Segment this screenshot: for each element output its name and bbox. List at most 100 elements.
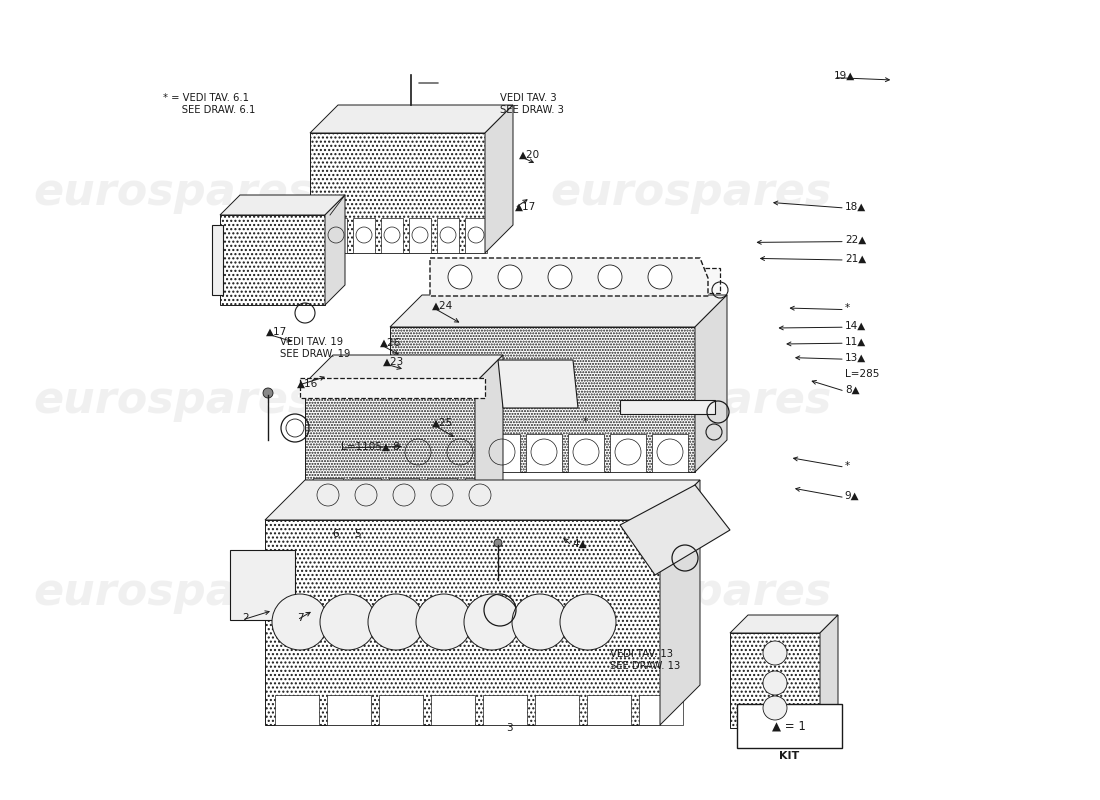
Polygon shape <box>230 550 295 620</box>
Text: 3: 3 <box>506 723 513 733</box>
Text: ▲20: ▲20 <box>519 150 540 159</box>
Polygon shape <box>310 133 485 253</box>
Polygon shape <box>409 218 431 253</box>
Polygon shape <box>660 480 700 725</box>
Circle shape <box>512 594 568 650</box>
Text: 4▲: 4▲ <box>572 539 586 549</box>
Text: eurospares: eurospares <box>33 170 315 214</box>
Text: eurospares: eurospares <box>550 570 832 614</box>
Text: 9▲: 9▲ <box>845 491 859 501</box>
Polygon shape <box>389 478 419 513</box>
Text: L=285: L=285 <box>845 370 879 379</box>
Polygon shape <box>620 485 730 575</box>
Polygon shape <box>324 195 345 305</box>
Polygon shape <box>381 218 403 253</box>
Polygon shape <box>265 520 660 725</box>
Polygon shape <box>465 478 495 513</box>
Polygon shape <box>484 434 520 472</box>
Text: ▲23: ▲23 <box>383 357 404 366</box>
Polygon shape <box>437 218 459 253</box>
Bar <box>737 704 842 748</box>
Polygon shape <box>730 633 820 728</box>
Text: 2: 2 <box>242 614 249 623</box>
Polygon shape <box>430 258 708 296</box>
Polygon shape <box>695 295 727 472</box>
Circle shape <box>320 594 376 650</box>
Polygon shape <box>442 434 478 472</box>
Polygon shape <box>324 218 346 253</box>
Polygon shape <box>305 355 503 383</box>
Polygon shape <box>465 218 487 253</box>
Circle shape <box>416 594 472 650</box>
Polygon shape <box>498 360 578 408</box>
Text: eurospares: eurospares <box>33 378 315 422</box>
Text: *: * <box>845 461 850 470</box>
Polygon shape <box>639 695 683 725</box>
Polygon shape <box>310 105 513 133</box>
Polygon shape <box>610 434 646 472</box>
Text: VEDI TAV. 13
SEE DRAW. 13: VEDI TAV. 13 SEE DRAW. 13 <box>610 650 681 670</box>
Polygon shape <box>427 478 456 513</box>
Polygon shape <box>568 434 604 472</box>
Circle shape <box>598 265 622 289</box>
Polygon shape <box>587 695 631 725</box>
Polygon shape <box>351 478 381 513</box>
Text: 5: 5 <box>354 530 361 539</box>
Text: *: * <box>845 303 850 313</box>
Circle shape <box>263 388 273 398</box>
Text: 18▲: 18▲ <box>845 202 866 211</box>
Circle shape <box>498 265 522 289</box>
Text: ▲26: ▲26 <box>379 338 400 347</box>
Polygon shape <box>730 615 838 633</box>
Circle shape <box>272 594 328 650</box>
Polygon shape <box>652 434 688 472</box>
Polygon shape <box>431 695 475 725</box>
Text: 14▲: 14▲ <box>845 321 866 330</box>
Text: L=1105▲ 8: L=1105▲ 8 <box>341 442 399 451</box>
Text: ▲16: ▲16 <box>297 379 318 389</box>
Text: 13▲: 13▲ <box>845 353 866 362</box>
Polygon shape <box>390 295 727 327</box>
Circle shape <box>763 641 786 665</box>
Text: eurospares: eurospares <box>550 378 832 422</box>
Polygon shape <box>400 434 436 472</box>
Polygon shape <box>220 215 324 305</box>
Polygon shape <box>475 355 503 513</box>
Circle shape <box>448 265 472 289</box>
Polygon shape <box>379 695 424 725</box>
Polygon shape <box>820 615 838 728</box>
Polygon shape <box>265 480 700 520</box>
Circle shape <box>494 539 502 547</box>
Text: eurospares: eurospares <box>550 170 832 214</box>
Polygon shape <box>535 695 579 725</box>
Polygon shape <box>305 383 475 513</box>
Text: 8▲: 8▲ <box>845 385 859 394</box>
Circle shape <box>560 594 616 650</box>
Text: VEDI TAV. 19
SEE DRAW. 19: VEDI TAV. 19 SEE DRAW. 19 <box>280 338 351 358</box>
Text: 7: 7 <box>297 614 304 623</box>
Polygon shape <box>327 695 371 725</box>
Text: 21▲: 21▲ <box>845 254 866 263</box>
Text: ▲25: ▲25 <box>432 418 453 427</box>
Circle shape <box>548 265 572 289</box>
Polygon shape <box>314 478 343 513</box>
Text: 22▲: 22▲ <box>845 235 866 245</box>
Polygon shape <box>390 327 695 472</box>
Text: ▲17: ▲17 <box>266 327 287 337</box>
Polygon shape <box>483 695 527 725</box>
Text: 19▲: 19▲ <box>834 71 855 81</box>
Polygon shape <box>620 400 715 414</box>
Text: 11▲: 11▲ <box>845 337 866 346</box>
Polygon shape <box>220 195 345 215</box>
Text: *: * <box>583 418 588 427</box>
Polygon shape <box>440 268 720 293</box>
Text: KIT: KIT <box>779 751 800 761</box>
Text: VEDI TAV. 3
SEE DRAW. 3: VEDI TAV. 3 SEE DRAW. 3 <box>500 94 564 114</box>
Text: 6: 6 <box>332 530 339 539</box>
Polygon shape <box>275 695 319 725</box>
Polygon shape <box>212 225 223 295</box>
Circle shape <box>648 265 672 289</box>
Text: ▲ = 1: ▲ = 1 <box>772 719 806 733</box>
Polygon shape <box>526 434 562 472</box>
Text: eurospares: eurospares <box>33 570 315 614</box>
